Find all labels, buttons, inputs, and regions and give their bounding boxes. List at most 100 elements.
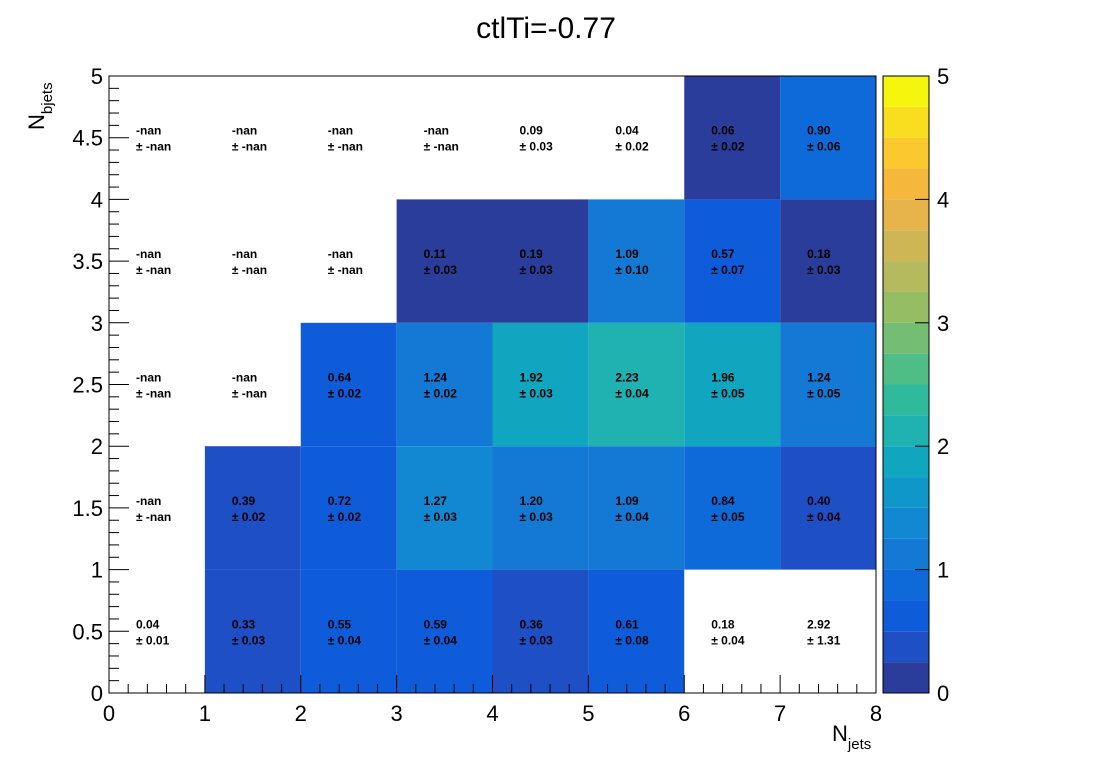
colorbar-segment <box>883 106 929 138</box>
heatmap-cell <box>396 446 493 570</box>
heatmap-cells <box>204 76 876 693</box>
cell-value-label: 0.39 <box>232 494 256 508</box>
colorbar-segment <box>883 353 929 385</box>
heatmap-cell <box>684 199 781 323</box>
heatmap-cell <box>492 322 589 447</box>
colorbar-tick-label: 3 <box>937 311 949 336</box>
heatmap-cell <box>300 569 397 693</box>
heatmap-cell <box>684 76 781 200</box>
heatmap-cell <box>780 446 876 570</box>
cell-error-label: ± 0.04 <box>424 633 458 647</box>
y-axis: 0 0.5 1 1.5 2 2.5 3 3.5 4 4.5 5 <box>72 64 129 706</box>
cell-error-label: ± 0.03 <box>520 140 554 154</box>
cell-error-label: ± 0.03 <box>424 510 458 524</box>
x-tick-label: 6 <box>678 701 690 726</box>
colorbar-segment <box>883 168 929 200</box>
cell-value-label: -nan <box>136 124 161 138</box>
cell-value-label: 2.23 <box>615 371 639 385</box>
heatmap-cell <box>588 569 685 693</box>
cell-value-label: -nan <box>136 247 161 261</box>
cell-error-label: ± 0.05 <box>711 387 745 401</box>
cell-value-label: -nan <box>328 124 353 138</box>
colorbar-segment <box>883 261 929 292</box>
colorbar-tick-label: 0 <box>937 681 949 706</box>
heatmap-cell <box>204 446 301 570</box>
y-tick-label: 5 <box>91 64 103 89</box>
heatmap-cell <box>780 322 876 447</box>
cell-error-label: ± 0.04 <box>711 633 745 647</box>
colorbar-segment <box>883 415 929 447</box>
cell-error-label: ± 0.10 <box>615 263 649 277</box>
cell-value-label: 0.84 <box>711 494 735 508</box>
colorbar-segment <box>883 384 929 416</box>
heatmap-cell <box>396 199 493 323</box>
y-tick-label: 4 <box>91 187 103 212</box>
colorbar-segment <box>883 137 929 169</box>
heatmap-cell <box>396 322 493 447</box>
heatmap-cell <box>300 322 397 447</box>
heatmap-cell <box>300 446 397 570</box>
cell-error-label: ± 1.31 <box>807 633 841 647</box>
heatmap-cell <box>780 199 876 323</box>
cell-value-label: 0.18 <box>711 617 735 631</box>
cell-error-label: ± 0.03 <box>424 263 458 277</box>
heatmap-cell <box>492 199 589 323</box>
cell-value-label: 1.20 <box>520 494 544 508</box>
cell-value-label: 0.40 <box>807 494 831 508</box>
colorbar-segment <box>883 569 929 601</box>
color-scale-bar: 0 1 2 3 4 5 <box>882 64 949 706</box>
colorbar-segment <box>883 291 929 323</box>
x-tick-label: 1 <box>199 701 211 726</box>
cell-error-label: ± 0.02 <box>615 140 649 154</box>
colorbar-segment <box>883 538 929 570</box>
colorbar-segment <box>883 631 929 663</box>
cell-error-label: ± -nan <box>328 263 363 277</box>
x-tick-label: 4 <box>486 701 498 726</box>
y-tick-label: 0.5 <box>72 619 103 644</box>
cell-error-label: ± 0.03 <box>520 633 554 647</box>
x-axis-title-main: N <box>832 721 848 746</box>
cell-value-label: -nan <box>232 371 257 385</box>
heatmap-cell <box>588 446 685 570</box>
cell-value-label: 0.72 <box>328 494 352 508</box>
cell-value-label: 0.61 <box>615 617 639 631</box>
x-tick-label: 7 <box>774 701 786 726</box>
cell-value-label: 0.64 <box>328 371 352 385</box>
heatmap-cell <box>492 569 589 693</box>
colorbar-segment <box>883 446 929 478</box>
colorbar-segment <box>883 76 929 107</box>
cell-value-label: -nan <box>328 247 353 261</box>
cell-value-label: 1.27 <box>424 494 448 508</box>
cell-value-label: 0.04 <box>136 617 160 631</box>
heatmap-cell <box>396 569 493 693</box>
y-tick-label: 3 <box>91 311 103 336</box>
x-tick-label: 8 <box>870 701 882 726</box>
y-tick-label: 1.5 <box>72 496 103 521</box>
cell-value-label: 1.09 <box>615 247 639 261</box>
cell-error-label: ± 0.02 <box>328 510 362 524</box>
cell-error-label: ± -nan <box>136 263 171 277</box>
x-tick-label: 2 <box>295 701 307 726</box>
cell-value-label: -nan <box>232 124 257 138</box>
colorbar-segment <box>883 230 929 262</box>
cell-error-label: ± 0.02 <box>232 510 266 524</box>
cell-error-label: ± 0.03 <box>520 263 554 277</box>
colorbar-segment <box>883 507 929 539</box>
heatmap-cell <box>204 569 301 693</box>
colorbar-segment <box>883 199 929 231</box>
colorbar-segment <box>883 477 929 508</box>
cell-error-label: ± 0.04 <box>615 510 649 524</box>
cell-value-label: 0.09 <box>520 124 544 138</box>
x-tick-label: 5 <box>582 701 594 726</box>
y-tick-label: 2 <box>91 434 103 459</box>
cell-value-label: 0.11 <box>424 247 447 261</box>
colorbar-segment <box>883 322 929 354</box>
cell-error-label: ± -nan <box>136 510 171 524</box>
heatmap-cell <box>588 322 685 447</box>
cell-value-label: -nan <box>136 371 161 385</box>
cell-value-label: 0.06 <box>711 124 735 138</box>
y-tick-label: 2.5 <box>72 373 103 398</box>
colorbar-tick-label: 5 <box>937 64 949 89</box>
cell-error-label: ± 0.01 <box>136 633 170 647</box>
cell-value-label: 0.04 <box>615 124 639 138</box>
